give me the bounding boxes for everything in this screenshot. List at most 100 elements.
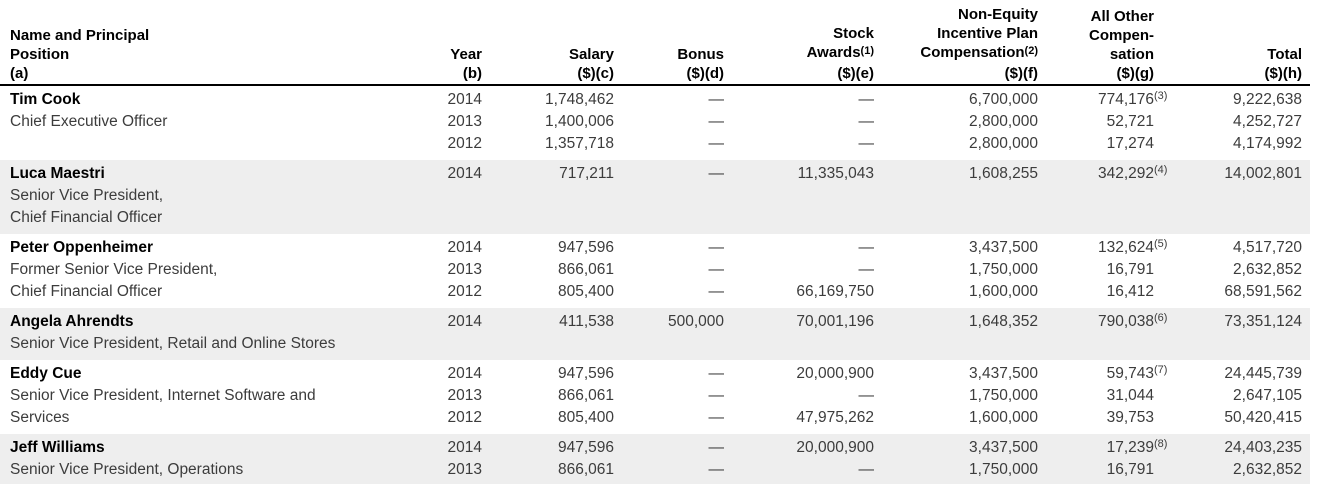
bonus-cell: ——— [614, 434, 725, 484]
cell-line: 2013 [420, 259, 482, 281]
cell-line: — [614, 111, 725, 133]
bonus-cell: ——— [614, 360, 725, 434]
cell-value: 1,748,462 [545, 91, 614, 108]
cell-value: 2012 [447, 135, 482, 152]
name-and-position-cell: Jeff Williams Senior Vice President, Oper… [0, 434, 420, 484]
cell-value: 2,647,105 [1233, 387, 1302, 404]
cell-value: 866,061 [557, 461, 614, 478]
header-line: (a) [10, 65, 29, 82]
cell-line: — [614, 133, 725, 155]
cell-line: 16,791 [1038, 459, 1154, 481]
name-and-position-cell: Angela Ahrendts Senior Vice President, Re… [0, 308, 420, 360]
cell-value: 866,061 [557, 261, 614, 278]
cell-line: 50,420,415 [1154, 407, 1302, 429]
cell-value: 411,538 [559, 313, 614, 330]
executive-name: Peter Oppenheimer [10, 239, 153, 256]
cell-line: 2014 [420, 89, 482, 111]
cell-value: 39,753 [1106, 409, 1154, 426]
table-body: Tim Cook Chief Executive Officer 2014 2013 2… [0, 85, 1310, 484]
cell-line: 1,750,000 [874, 385, 1038, 407]
cell-value: 2013 [447, 461, 482, 478]
executive-position: Chief Executive Officer [10, 113, 168, 130]
cell-line: 9,222,638 [1154, 89, 1302, 111]
cell-line: 411,538 [482, 311, 614, 333]
cell-line: 24,445,739 [1154, 363, 1302, 385]
total-cell: 4,517,720 2,632,852 68,591,562 [1154, 234, 1310, 308]
salary-cell: 947,596 866,061 805,400 [482, 234, 614, 308]
executive-row-group: Jeff Williams Senior Vice President, Oper… [0, 434, 1310, 484]
cell-line: 2014 [420, 311, 482, 333]
nonequity-cell: 1,648,352 [874, 308, 1038, 360]
cell-value: 11,335,043 [797, 165, 874, 182]
allother-cell: 774,176 (3) 52,721 17,274 [1038, 85, 1168, 160]
cell-line: 20,000,900 [724, 363, 874, 385]
cell-line: 805,400 [482, 407, 614, 429]
header-line: Non-Equity [958, 6, 1038, 23]
header-line: Salary [568, 46, 614, 63]
cell-line: — [614, 407, 725, 429]
table-header-row: Name and Principal Position (a) Year (b) Sala… [0, 0, 1310, 86]
cell-value: 947,596 [557, 239, 614, 256]
total-cell: 14,002,801 [1154, 160, 1310, 234]
cell-value: 1,750,000 [969, 387, 1038, 404]
footnote-marker: (1) [860, 45, 874, 57]
year-cell: 2014 [420, 160, 482, 234]
allother-cell: 790,038 (6) [1038, 308, 1167, 360]
column-header-name: Name and Principal Position (a) [0, 0, 420, 86]
cell-value: 52,721 [1106, 113, 1154, 130]
cell-value: 132,624 (5) [1097, 238, 1168, 256]
column-header-bonus: Bonus ($)(d) [614, 0, 724, 86]
cell-line: 17,239 (8) [1038, 437, 1168, 459]
salary-cell: 411,538 [482, 308, 614, 360]
cell-value: 1,600,000 [969, 283, 1038, 300]
cell-line: 2012 [420, 133, 482, 155]
stock-cell: — — 66,169,750 [724, 234, 874, 308]
header-line: Bonus [677, 46, 724, 63]
cell-value: 3,437,500 [969, 239, 1038, 256]
header-line: ($)(e) [837, 65, 874, 82]
cell-value: 4,252,727 [1233, 113, 1302, 130]
cell-value: — [708, 91, 725, 108]
column-header-salary: Salary ($)(c) [482, 0, 614, 86]
cell-line: — [724, 237, 875, 259]
cell-line: 866,061 [482, 459, 614, 481]
cell-value: — [708, 165, 725, 182]
footnote-marker: (7) [1154, 364, 1168, 376]
cell-line: 947,596 [482, 437, 614, 459]
header-line: ($)(h) [1264, 65, 1303, 82]
cell-value: — [858, 135, 875, 152]
cell-line: 2012 [420, 407, 482, 429]
executive-position: Senior Vice President, Internet Software… [10, 387, 316, 404]
nonequity-cell: 3,437,500 1,750,000 1,600,000 [874, 234, 1038, 308]
cell-value: 2014 [447, 165, 482, 182]
cell-line: — [614, 163, 725, 185]
cell-value: — [708, 365, 725, 382]
cell-line: 4,517,720 [1154, 237, 1302, 259]
cell-line: 1,608,255 [874, 163, 1038, 185]
cell-line: — [724, 385, 875, 407]
cell-line: — [724, 133, 875, 155]
cell-line: 2013 [420, 385, 482, 407]
cell-line: 70,001,196 [724, 311, 874, 333]
cell-line: 39,753 [1038, 407, 1154, 429]
cell-line: — [724, 459, 875, 481]
cell-line: 2,800,000 [874, 133, 1038, 155]
cell-value: 805,400 [557, 409, 614, 426]
cell-value: 774,176 (3) [1097, 90, 1168, 108]
cell-line: 47,975,262 [724, 407, 874, 429]
executive-name: Luca Maestri [10, 165, 105, 182]
column-header-stock: Stock Awards(1) ($)(e) [724, 0, 874, 86]
footnote-marker: (4) [1154, 164, 1168, 176]
cell-value: 1,750,000 [969, 261, 1038, 278]
stock-cell: 11,335,043 [724, 160, 874, 234]
cell-line: 59,743 (7) [1038, 363, 1168, 385]
cell-line: — [724, 89, 875, 111]
executive-row-group: Luca Maestri Senior Vice President, Chief … [0, 160, 1310, 234]
cell-line: 947,596 [482, 363, 614, 385]
executive-name: Angela Ahrendts [10, 313, 134, 330]
cell-line: 805,400 [482, 281, 614, 303]
